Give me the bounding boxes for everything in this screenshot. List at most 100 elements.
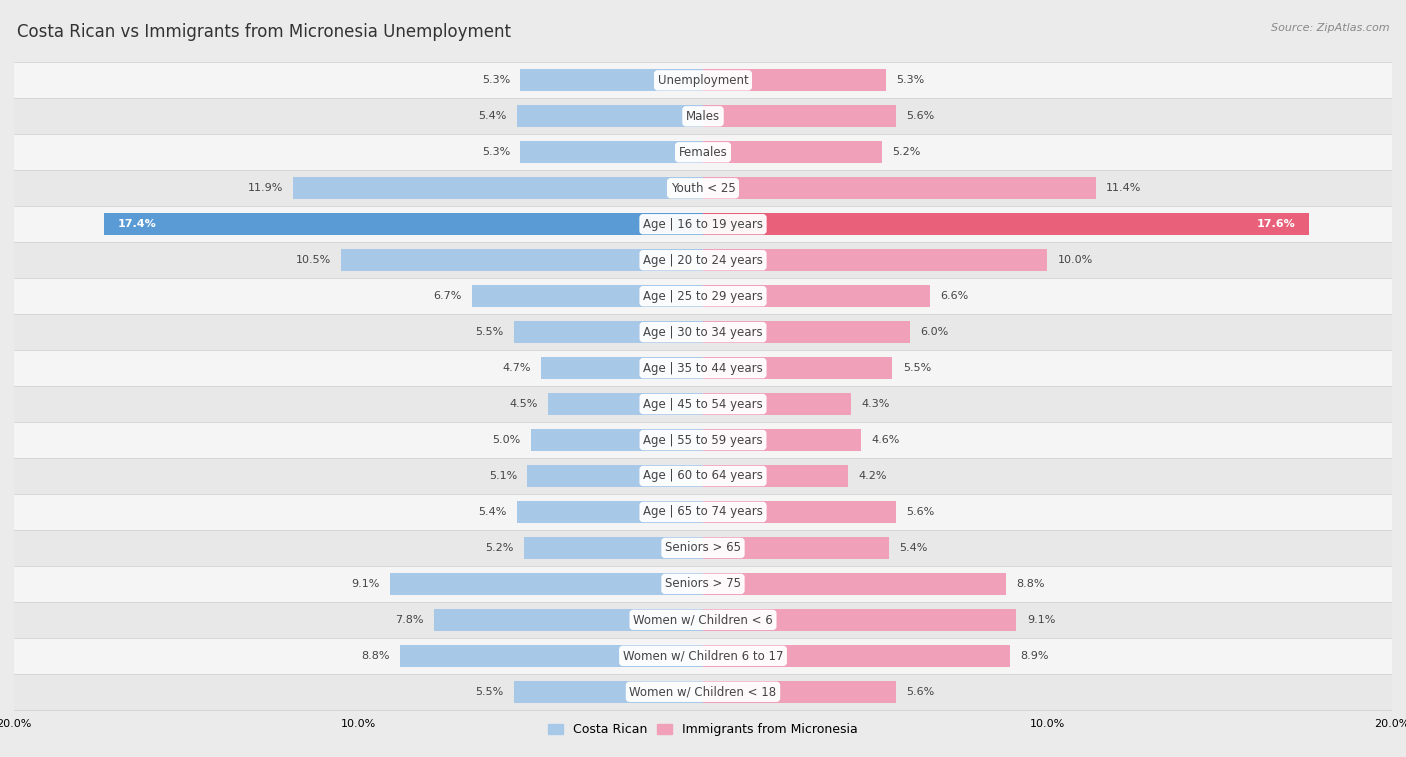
Text: 11.4%: 11.4% [1107, 183, 1142, 193]
Bar [703, 213, 1309, 235]
Bar [14, 494, 1392, 530]
Bar [14, 566, 1392, 602]
Text: Youth < 25: Youth < 25 [671, 182, 735, 195]
Bar [703, 177, 1095, 199]
Bar [520, 69, 703, 92]
Text: 8.8%: 8.8% [1017, 579, 1045, 589]
Text: 5.5%: 5.5% [475, 327, 503, 337]
Bar [14, 242, 1392, 278]
Text: 8.9%: 8.9% [1019, 651, 1049, 661]
Text: 5.4%: 5.4% [478, 111, 506, 121]
Text: Women w/ Children < 6: Women w/ Children < 6 [633, 613, 773, 626]
Text: 17.6%: 17.6% [1257, 220, 1295, 229]
Bar [703, 321, 910, 343]
Bar [548, 393, 703, 415]
Text: Source: ZipAtlas.com: Source: ZipAtlas.com [1271, 23, 1389, 33]
Text: 7.8%: 7.8% [395, 615, 425, 625]
Text: Women w/ Children 6 to 17: Women w/ Children 6 to 17 [623, 650, 783, 662]
Bar [14, 98, 1392, 134]
Text: 5.1%: 5.1% [489, 471, 517, 481]
Text: 9.1%: 9.1% [1026, 615, 1054, 625]
Bar [703, 69, 886, 92]
Bar [14, 458, 1392, 494]
Text: 5.3%: 5.3% [896, 76, 924, 86]
Text: Age | 16 to 19 years: Age | 16 to 19 years [643, 218, 763, 231]
Text: Women w/ Children < 18: Women w/ Children < 18 [630, 685, 776, 698]
Bar [513, 681, 703, 703]
Text: 5.2%: 5.2% [485, 543, 513, 553]
Text: Seniors > 75: Seniors > 75 [665, 578, 741, 590]
Text: Age | 45 to 54 years: Age | 45 to 54 years [643, 397, 763, 410]
Text: 5.6%: 5.6% [907, 687, 935, 696]
Bar [703, 681, 896, 703]
Text: 5.5%: 5.5% [475, 687, 503, 696]
Bar [14, 278, 1392, 314]
Bar [531, 429, 703, 451]
Bar [14, 62, 1392, 98]
Bar [292, 177, 703, 199]
Text: 4.7%: 4.7% [502, 363, 531, 373]
Bar [14, 638, 1392, 674]
Bar [703, 429, 862, 451]
Text: 6.0%: 6.0% [920, 327, 948, 337]
Bar [434, 609, 703, 631]
Bar [14, 206, 1392, 242]
Text: 5.6%: 5.6% [907, 111, 935, 121]
Bar [14, 674, 1392, 710]
Text: Age | 55 to 59 years: Age | 55 to 59 years [643, 434, 763, 447]
Text: 5.4%: 5.4% [478, 507, 506, 517]
Text: Seniors > 65: Seniors > 65 [665, 541, 741, 554]
Text: 4.5%: 4.5% [509, 399, 537, 409]
Bar [389, 573, 703, 595]
Text: 6.7%: 6.7% [433, 291, 461, 301]
Text: 11.9%: 11.9% [247, 183, 283, 193]
Bar [703, 285, 931, 307]
Text: 5.2%: 5.2% [893, 148, 921, 157]
Text: Females: Females [679, 146, 727, 159]
Bar [524, 537, 703, 559]
Bar [14, 530, 1392, 566]
Text: Costa Rican vs Immigrants from Micronesia Unemployment: Costa Rican vs Immigrants from Micronesi… [17, 23, 510, 41]
Text: Age | 35 to 44 years: Age | 35 to 44 years [643, 362, 763, 375]
Bar [14, 134, 1392, 170]
Bar [703, 501, 896, 523]
Bar [703, 141, 882, 164]
Text: 5.3%: 5.3% [482, 76, 510, 86]
Bar [517, 501, 703, 523]
Text: Males: Males [686, 110, 720, 123]
Text: Age | 30 to 34 years: Age | 30 to 34 years [643, 326, 763, 338]
Text: 10.0%: 10.0% [1057, 255, 1092, 265]
Text: Age | 60 to 64 years: Age | 60 to 64 years [643, 469, 763, 482]
Bar [14, 350, 1392, 386]
Text: 4.6%: 4.6% [872, 435, 900, 445]
Text: 6.6%: 6.6% [941, 291, 969, 301]
Bar [513, 321, 703, 343]
Bar [703, 645, 1010, 667]
Bar [14, 386, 1392, 422]
Text: 4.2%: 4.2% [858, 471, 887, 481]
Text: 8.8%: 8.8% [361, 651, 389, 661]
Bar [14, 422, 1392, 458]
Bar [342, 249, 703, 271]
Bar [527, 465, 703, 488]
Bar [399, 645, 703, 667]
Text: 5.5%: 5.5% [903, 363, 931, 373]
Bar [703, 249, 1047, 271]
Text: 10.5%: 10.5% [295, 255, 330, 265]
Text: 5.0%: 5.0% [492, 435, 520, 445]
Bar [472, 285, 703, 307]
Text: Age | 65 to 74 years: Age | 65 to 74 years [643, 506, 763, 519]
Text: Age | 25 to 29 years: Age | 25 to 29 years [643, 290, 763, 303]
Bar [104, 213, 703, 235]
Bar [517, 105, 703, 127]
Bar [703, 537, 889, 559]
Text: Age | 20 to 24 years: Age | 20 to 24 years [643, 254, 763, 266]
Bar [703, 393, 851, 415]
Bar [703, 105, 896, 127]
Text: 5.3%: 5.3% [482, 148, 510, 157]
Bar [14, 602, 1392, 638]
Legend: Costa Rican, Immigrants from Micronesia: Costa Rican, Immigrants from Micronesia [543, 718, 863, 741]
Bar [541, 357, 703, 379]
Bar [14, 314, 1392, 350]
Text: 17.4%: 17.4% [117, 220, 156, 229]
